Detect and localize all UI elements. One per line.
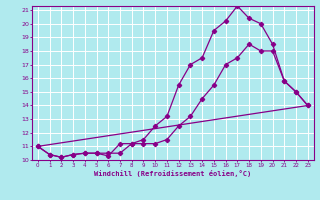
X-axis label: Windchill (Refroidissement éolien,°C): Windchill (Refroidissement éolien,°C)	[94, 170, 252, 177]
